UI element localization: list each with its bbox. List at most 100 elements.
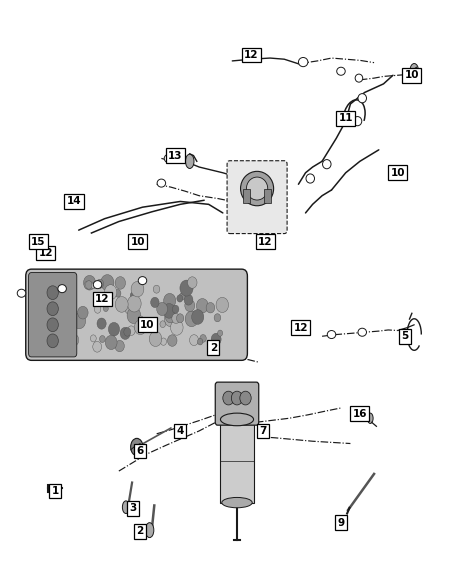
Text: 9: 9	[337, 518, 345, 528]
Circle shape	[83, 275, 96, 290]
Circle shape	[180, 280, 193, 296]
Circle shape	[172, 305, 179, 313]
Circle shape	[185, 300, 195, 312]
Circle shape	[172, 313, 180, 324]
Circle shape	[177, 295, 183, 302]
Ellipse shape	[337, 67, 345, 75]
Circle shape	[53, 275, 66, 292]
Ellipse shape	[358, 328, 366, 336]
Circle shape	[103, 305, 108, 312]
Circle shape	[179, 293, 185, 300]
Circle shape	[191, 309, 204, 324]
Text: 6: 6	[137, 446, 144, 456]
Ellipse shape	[327, 331, 336, 339]
Circle shape	[44, 325, 52, 334]
Circle shape	[124, 328, 131, 336]
Ellipse shape	[353, 117, 362, 126]
Text: 3: 3	[129, 503, 137, 513]
Circle shape	[70, 335, 79, 346]
Ellipse shape	[164, 155, 173, 163]
Ellipse shape	[131, 438, 143, 455]
Ellipse shape	[93, 281, 102, 289]
Circle shape	[38, 310, 52, 328]
Text: 2: 2	[137, 526, 144, 536]
Circle shape	[120, 327, 130, 339]
Circle shape	[104, 285, 117, 300]
Circle shape	[200, 335, 206, 342]
Circle shape	[61, 295, 73, 309]
Text: 1: 1	[51, 486, 59, 496]
Ellipse shape	[410, 63, 419, 78]
Circle shape	[84, 281, 91, 289]
FancyBboxPatch shape	[227, 161, 287, 233]
Circle shape	[73, 313, 86, 329]
Bar	[264, 189, 271, 203]
Circle shape	[211, 334, 221, 346]
Circle shape	[157, 302, 168, 316]
Circle shape	[151, 297, 159, 308]
Text: 11: 11	[338, 113, 353, 123]
Text: 16: 16	[353, 409, 367, 419]
Circle shape	[62, 332, 67, 338]
Circle shape	[62, 282, 68, 290]
Circle shape	[47, 318, 58, 332]
Text: 12: 12	[258, 236, 273, 247]
Circle shape	[138, 316, 143, 322]
Circle shape	[109, 323, 119, 336]
Circle shape	[125, 306, 131, 314]
Circle shape	[100, 336, 105, 343]
Circle shape	[231, 391, 243, 405]
Ellipse shape	[220, 413, 254, 426]
Circle shape	[73, 314, 78, 320]
Circle shape	[127, 307, 141, 324]
Ellipse shape	[157, 179, 165, 187]
Ellipse shape	[146, 523, 154, 538]
Text: 10: 10	[391, 168, 405, 178]
Circle shape	[223, 391, 234, 405]
Circle shape	[214, 314, 221, 322]
Circle shape	[47, 302, 58, 316]
Circle shape	[165, 310, 175, 323]
Bar	[220, 419, 254, 503]
Circle shape	[149, 331, 162, 347]
Ellipse shape	[299, 58, 308, 67]
Circle shape	[115, 277, 126, 289]
Circle shape	[161, 338, 166, 346]
FancyBboxPatch shape	[26, 269, 247, 361]
Circle shape	[65, 311, 72, 319]
Circle shape	[65, 279, 75, 292]
Ellipse shape	[138, 277, 147, 285]
Circle shape	[49, 275, 61, 290]
Circle shape	[153, 285, 160, 293]
Circle shape	[62, 344, 68, 352]
Ellipse shape	[17, 289, 26, 297]
Circle shape	[85, 281, 92, 289]
Text: 14: 14	[67, 197, 81, 206]
Circle shape	[47, 286, 58, 300]
Circle shape	[240, 391, 251, 405]
Text: 12: 12	[244, 50, 258, 60]
Circle shape	[115, 340, 124, 352]
Circle shape	[130, 292, 136, 299]
Circle shape	[57, 281, 65, 291]
Bar	[243, 189, 250, 203]
Circle shape	[96, 279, 104, 289]
Circle shape	[196, 298, 209, 313]
Text: 10: 10	[405, 70, 419, 80]
Ellipse shape	[185, 154, 194, 168]
Ellipse shape	[222, 497, 252, 508]
FancyBboxPatch shape	[28, 273, 77, 357]
Ellipse shape	[306, 174, 315, 183]
Text: 10: 10	[130, 236, 145, 247]
Ellipse shape	[246, 177, 268, 200]
Circle shape	[45, 334, 50, 340]
Circle shape	[35, 336, 46, 350]
Circle shape	[128, 296, 141, 312]
Ellipse shape	[240, 171, 273, 206]
Circle shape	[184, 294, 193, 305]
Text: 12: 12	[38, 248, 53, 258]
Ellipse shape	[355, 74, 363, 82]
Text: 12: 12	[95, 294, 109, 304]
Circle shape	[218, 330, 223, 336]
Circle shape	[188, 277, 197, 288]
